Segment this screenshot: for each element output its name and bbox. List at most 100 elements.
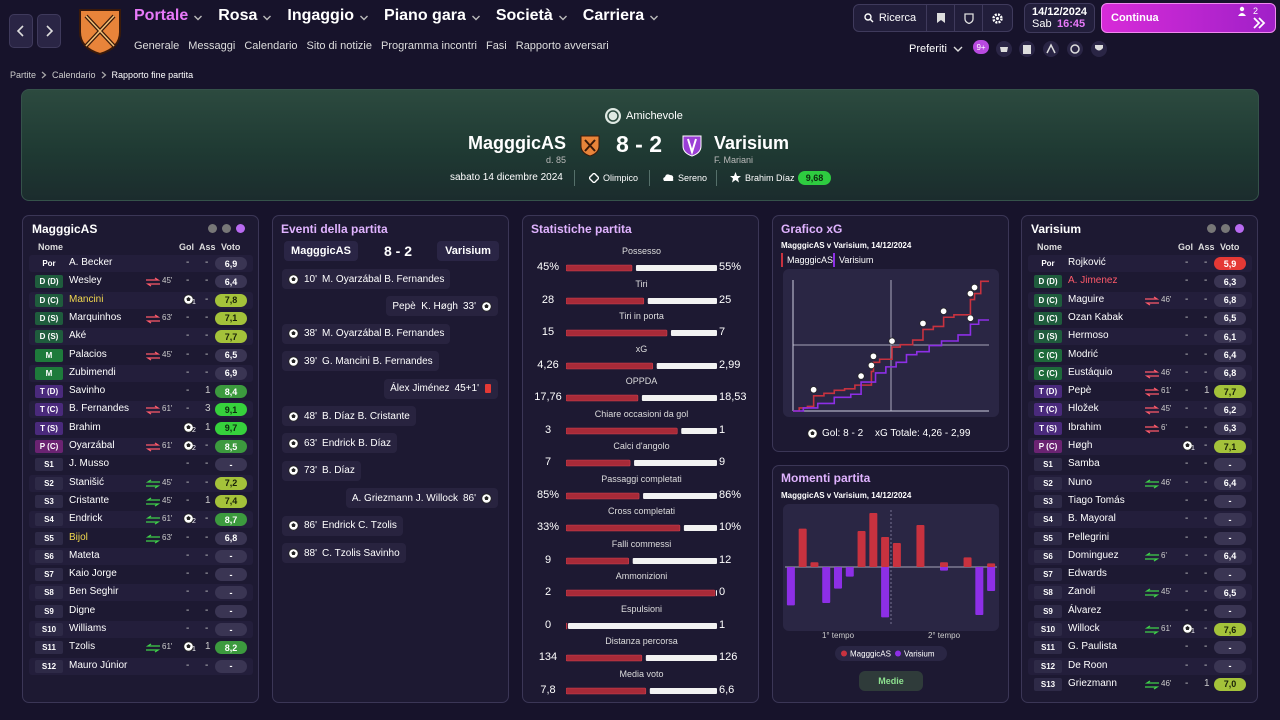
player-row[interactable]: D (D) Wesley 45' - -6,4: [29, 273, 253, 290]
player-row[interactable]: S13 Griezmann 46' - 1 7,0: [1028, 676, 1252, 693]
event-item: Pepè K. Høgh 33': [386, 296, 498, 317]
player-row[interactable]: S10 Willock 61' 1 -7,6: [1028, 621, 1252, 638]
breadcrumb-item[interactable]: Partite: [10, 70, 37, 80]
date-box[interactable]: 14/12/2024 Sab 16:45: [1024, 3, 1095, 33]
page-dot[interactable]: [1207, 224, 1216, 233]
submenu-item[interactable]: Fasi: [485, 40, 507, 52]
submenu-item[interactable]: Generale: [134, 40, 180, 52]
player-row[interactable]: P (C) Høgh 1 -7,1: [1028, 438, 1252, 455]
player-row[interactable]: S1 J. Musso - - -: [29, 456, 253, 473]
half-label: 2° tempo: [928, 631, 961, 640]
player-row[interactable]: P (C) Oyarzábal 61' 2 -8,5: [29, 438, 253, 455]
club-button[interactable]: [955, 5, 983, 31]
player-row[interactable]: S5 Pellegrini - - -: [1028, 530, 1252, 547]
player-row[interactable]: T (C) Hložek 45' - -6,2: [1028, 401, 1252, 419]
goal-marker: [867, 361, 875, 369]
submenu-item[interactable]: Rapporto avversari: [515, 40, 609, 52]
search-button[interactable]: Ricerca: [854, 5, 927, 31]
player-row[interactable]: D (S) Marquinhos 63' - -7,1: [29, 310, 253, 327]
player-row[interactable]: S9 Digne - - -: [29, 603, 253, 620]
player-row[interactable]: D (D) A. Jimenez - -6,3: [1028, 273, 1252, 290]
club-crest[interactable]: [76, 6, 124, 56]
player-row[interactable]: S9 Álvarez - - -: [1028, 603, 1252, 620]
breadcrumb-item[interactable]: Calendario: [52, 70, 96, 80]
player-row[interactable]: S3 Cristante 45' - 1 7,4: [29, 493, 253, 510]
player-row[interactable]: T (C) B. Fernandes 61' - 3 9,1: [29, 401, 253, 419]
menu-item[interactable]: Rosa: [218, 7, 272, 25]
player-row[interactable]: D (C) Maguire 46' - -6,8: [1028, 291, 1252, 309]
favorites[interactable]: Preferiti: [909, 43, 947, 55]
player-row[interactable]: D (C) Mancini 1 -7,8: [29, 291, 253, 309]
player-row[interactable]: C (C) Modrić - -6,4: [1028, 347, 1252, 364]
player-row[interactable]: M Zubimendi - -6,9: [29, 364, 253, 382]
submenu-item[interactable]: Sito di notizie: [306, 40, 372, 52]
player-row[interactable]: Por Rojković - -5,9: [1028, 255, 1252, 272]
player-row[interactable]: S4 B. Mayoral - - -: [1028, 511, 1252, 529]
menu-item[interactable]: Portale: [134, 7, 203, 25]
position-badge: C (C): [1034, 348, 1062, 362]
bookmark-button[interactable]: [927, 5, 955, 31]
player-row[interactable]: S7 Edwards - - -: [1028, 566, 1252, 583]
player-row[interactable]: S11 G. Paulista - - -: [1028, 639, 1252, 656]
player-row[interactable]: S6 Mateta - - -: [29, 547, 253, 565]
submenu-item[interactable]: Programma incontri: [380, 40, 477, 52]
player-row[interactable]: C (C) Eustáquio 46' - -6,8: [1028, 364, 1252, 382]
shortcut-icons[interactable]: [995, 40, 1110, 58]
breadcrumb-item[interactable]: Rapporto fine partita: [111, 70, 194, 80]
averages-button[interactable]: Medie: [859, 671, 923, 691]
stat-label: Tiri: [635, 278, 648, 289]
player-row[interactable]: S12 De Roon - - -: [1028, 657, 1252, 675]
position-badge: S7: [1034, 568, 1062, 582]
player-row[interactable]: D (S) Aké - -7,7: [29, 328, 253, 346]
column-header: Voto: [221, 242, 241, 252]
submenu-item[interactable]: Messaggi: [188, 40, 236, 52]
panel-title: Momenti partita: [781, 471, 871, 485]
player-row[interactable]: Por A. Becker - -6,9: [29, 255, 253, 272]
player-row[interactable]: S8 Zanoli 45' - -6,5: [1028, 584, 1252, 602]
player-row[interactable]: S5 Bijol 63' - -6,8: [29, 530, 253, 547]
player-row[interactable]: S1 Samba - - -: [1028, 456, 1252, 473]
player-row[interactable]: S3 Tiago Tomás - - -: [1028, 493, 1252, 510]
player-row[interactable]: S12 Mauro Júnior - - -: [29, 657, 253, 675]
player-row[interactable]: S11 Tzolis 61' 1 1 8,2: [29, 639, 253, 656]
player-row[interactable]: S4 Endrick 61' 2 -8,7: [29, 511, 253, 529]
page-dot[interactable]: [222, 224, 231, 233]
player-row[interactable]: D (S) Hermoso - -6,1: [1028, 328, 1252, 346]
page-dot[interactable]: [1221, 224, 1230, 233]
page-dot[interactable]: [1235, 224, 1244, 233]
stat-bar: [566, 622, 717, 629]
player-row[interactable]: S10 Williams - - -: [29, 621, 253, 638]
page-dot[interactable]: [208, 224, 217, 233]
menu-item[interactable]: Società: [496, 7, 568, 25]
event-players: Endrick B. Díaz: [322, 437, 391, 449]
player-row[interactable]: D (C) Ozan Kabak - -6,5: [1028, 310, 1252, 327]
player-row[interactable]: S6 Dominguez 6' - -6,4: [1028, 547, 1252, 565]
player-row[interactable]: T (D) Pepè 61' - 1 7,7: [1028, 383, 1252, 400]
continue-button[interactable]: Continua 2: [1101, 3, 1276, 33]
in-icon: [1144, 625, 1160, 635]
settings-button[interactable]: [983, 5, 1012, 31]
menu-item[interactable]: Piano gara: [384, 7, 481, 25]
player-row[interactable]: S2 Stanišić 45' - -7,2: [29, 474, 253, 492]
goals: -: [1185, 403, 1189, 415]
separator: [574, 170, 575, 186]
player-row[interactable]: T (D) Savinho - 1 8,4: [29, 383, 253, 400]
menu-item[interactable]: Ingaggio: [287, 7, 369, 25]
player-row[interactable]: S7 Kaio Jorge - - -: [29, 566, 253, 583]
forward-button[interactable]: [37, 14, 61, 48]
event-players: G. Mancini B. Fernandes: [322, 355, 433, 367]
menu-item[interactable]: Carriera: [583, 7, 659, 25]
player-row[interactable]: S2 Nuno 46' - -6,4: [1028, 474, 1252, 492]
back-button[interactable]: [9, 14, 33, 48]
player-name: Zanoli: [1068, 586, 1096, 598]
page-dot[interactable]: [236, 224, 245, 233]
crumb-icon: [101, 71, 106, 79]
rating: 8,7: [215, 513, 247, 527]
away-bar: [632, 557, 717, 564]
player-row[interactable]: M Palacios 45' - -6,5: [29, 347, 253, 364]
player-row[interactable]: T (S) Brahim 2 1 9,7: [29, 420, 253, 437]
player-row[interactable]: S8 Ben Seghir - - -: [29, 584, 253, 602]
home-value: 45%: [536, 261, 560, 273]
submenu-item[interactable]: Calendario: [244, 40, 298, 52]
player-row[interactable]: T (S) Ibrahim 6' - -6,3: [1028, 420, 1252, 437]
